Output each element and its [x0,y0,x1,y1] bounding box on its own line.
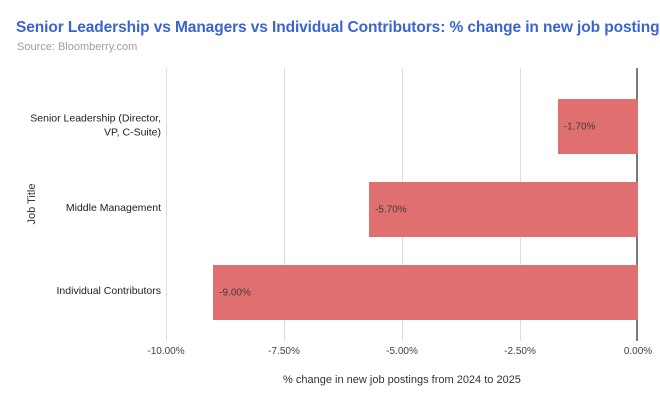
x-tick: -10.00% [147,346,185,357]
category-label-senior-leadership: Senior Leadership (Director, VP, C-Suite… [30,112,161,138]
category-label-individual-contributors: Individual Contributors [56,285,161,298]
x-tick: -2.50% [504,346,536,357]
chart-title: Senior Leadership vs Managers vs Individ… [16,19,660,36]
x-tick: -7.50% [268,346,300,357]
bar-value-label: -9.00% [219,287,251,298]
x-tick: 0.00% [623,346,653,357]
y-axis-labels: Senior Leadership (Director, VP, C-Suite… [0,68,161,341]
bar-value-label: -1.70% [563,121,596,132]
plot-area: -1.70% -5.70% -9.00% [166,68,638,341]
x-axis-ticks: -10.00% -7.50% -5.00% -2.50% 0.00% [147,346,652,360]
x-tick: -5.00% [386,346,418,357]
chart-source: Source: Bloomberry.com [17,41,138,53]
gridline-minus-10 [166,68,167,341]
bar-senior-leadership: -1.70% [557,99,638,154]
bar-value-label: -5.70% [374,204,407,215]
bar-individual-contributors: -9.00% [213,265,638,320]
x-axis-title: % change in new job postings from 2024 t… [283,374,521,386]
bar-middle-management: -5.70% [368,182,638,237]
category-label-middle-management: Middle Management [65,202,161,215]
gridline-minus-7-5 [284,68,285,341]
